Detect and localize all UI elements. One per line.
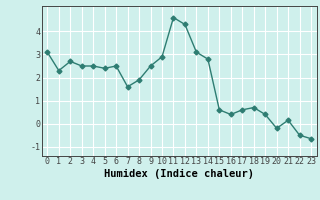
X-axis label: Humidex (Indice chaleur): Humidex (Indice chaleur) [104, 169, 254, 179]
